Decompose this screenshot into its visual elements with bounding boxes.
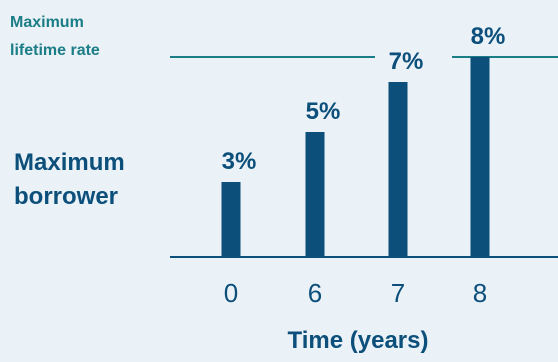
data-label-8: 8% [471, 23, 506, 50]
data-label-6: 5% [306, 98, 341, 125]
y-axis-label-line-1: Maximum [14, 149, 125, 176]
bar-0 [221, 182, 241, 257]
bar-8 [470, 57, 490, 257]
x-tick-label-8: 8 [473, 278, 487, 308]
data-label-0: 3% [222, 148, 257, 175]
bar-7 [388, 82, 408, 257]
bars-group [221, 57, 490, 257]
x-tick-label-7: 7 [391, 278, 405, 308]
bar-6 [305, 132, 325, 257]
data-label-7: 7% [389, 48, 424, 75]
reference-line-label-line-1: Maximum [10, 14, 84, 31]
x-tick-labels-group: 0 6 7 8 [224, 278, 487, 308]
x-axis-label: Time (years) [288, 327, 429, 354]
y-axis-label-line-2: borrower [14, 183, 118, 210]
data-labels-group: 3% 5% 7% 8% [222, 23, 506, 175]
x-tick-label-6: 6 [308, 278, 322, 308]
reference-line-label-line-2: lifetime rate [10, 42, 100, 59]
x-tick-label-0: 0 [224, 278, 238, 308]
